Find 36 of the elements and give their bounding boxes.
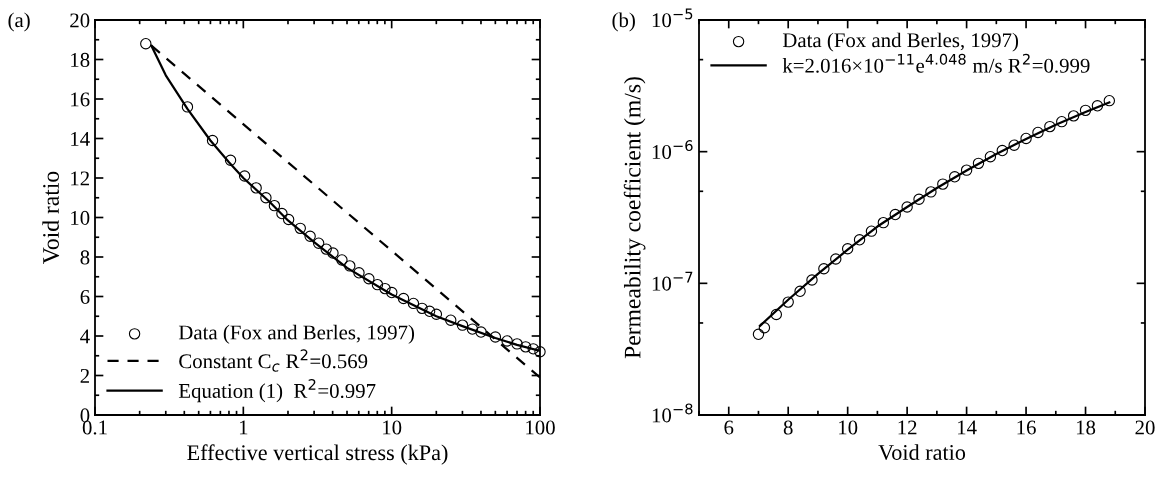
x-tick-label: 10 <box>383 420 402 435</box>
text: (a) <box>8 12 30 32</box>
y-tick-label: 14 <box>71 131 90 146</box>
x-axis-title: Effective vertical stress (kPa) <box>187 444 448 465</box>
y-tick-label: 10$^{−8}$ <box>652 403 693 423</box>
x-tick-label: 1 <box>239 420 248 435</box>
y-tick-label: 10$^{−6}$ <box>652 140 693 160</box>
legend-label: Equation (1) R$^{2}$=0.997 <box>178 378 376 403</box>
x-tick-label: 12 <box>898 420 917 435</box>
text: (b) <box>612 12 635 32</box>
y-tick-label: 10$^{−7}$ <box>652 271 693 291</box>
y-axis-title: Permeability coefficient (m/s) <box>623 77 646 359</box>
x-tick-label: 10 <box>839 420 858 435</box>
y-axis-title: Void ratio <box>42 171 60 264</box>
y-tick-label: 6 <box>80 289 90 304</box>
y-tick-label: 2 <box>80 368 89 383</box>
y-tick-label: 20 <box>70 13 90 28</box>
legend-label: Data (Fox and Berles, 1997) <box>782 32 1019 52</box>
y-tick-label: 12 <box>71 171 89 186</box>
y-tick-label: 16 <box>71 92 90 107</box>
y-tick-label: 8 <box>80 250 90 265</box>
x-tick-label: 16 <box>1017 420 1036 435</box>
x-tick-label: 20 <box>1135 420 1155 435</box>
x-tick-label: 100 <box>526 420 555 435</box>
y-tick-label: 10$^{−5}$ <box>652 8 693 28</box>
legend-label: Data (Fox and Berles, 1997) <box>178 324 415 344</box>
y-tick-label: 10 <box>71 210 90 225</box>
y-tick-label: 18 <box>71 52 90 67</box>
legend-label: Constant C$_{c}$ R$^{2}$=0.569 <box>179 349 368 372</box>
x-tick-label: 8 <box>783 420 793 435</box>
x-axis-title: Void ratio <box>878 444 966 461</box>
y-tick-label: 4 <box>80 329 90 344</box>
x-tick-label: 18 <box>1076 420 1096 435</box>
x-tick-label: 6 <box>724 420 734 435</box>
x-tick-label: 14 <box>958 420 977 435</box>
legend-label: k=2.016×10$^{−11}$e$^{4.048}$ m/s R$^{2}$=0.999 <box>782 53 1090 73</box>
